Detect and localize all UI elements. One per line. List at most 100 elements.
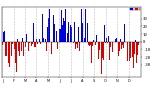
Bar bbox=[86, 27, 87, 42]
Bar bbox=[98, 42, 99, 59]
Bar bbox=[82, 23, 83, 42]
Bar bbox=[62, 25, 63, 42]
Bar bbox=[85, 9, 86, 42]
Bar bbox=[132, 42, 133, 57]
Bar bbox=[118, 42, 119, 56]
Bar bbox=[129, 42, 130, 61]
Bar bbox=[102, 42, 103, 58]
Bar bbox=[11, 42, 12, 56]
Bar bbox=[65, 9, 66, 42]
Bar bbox=[130, 42, 131, 58]
Bar bbox=[125, 36, 126, 42]
Bar bbox=[30, 42, 31, 74]
Bar bbox=[49, 9, 50, 42]
Bar bbox=[55, 31, 56, 42]
Bar bbox=[74, 22, 75, 42]
Bar bbox=[68, 22, 69, 42]
Bar bbox=[101, 42, 102, 74]
Bar bbox=[54, 24, 55, 42]
Bar bbox=[24, 33, 25, 42]
Bar bbox=[17, 39, 18, 42]
Bar bbox=[124, 24, 125, 42]
Bar bbox=[105, 42, 106, 43]
Bar bbox=[37, 42, 38, 44]
Bar bbox=[76, 42, 77, 44]
Bar bbox=[138, 42, 139, 45]
Bar bbox=[6, 42, 7, 56]
Bar bbox=[81, 9, 82, 42]
Bar bbox=[58, 27, 59, 42]
Bar bbox=[53, 15, 54, 42]
Bar bbox=[52, 29, 53, 42]
Bar bbox=[90, 42, 91, 45]
Bar bbox=[107, 42, 108, 43]
Bar bbox=[12, 42, 13, 44]
Bar bbox=[25, 42, 26, 47]
Bar bbox=[78, 27, 79, 42]
Bar bbox=[4, 31, 5, 42]
Bar bbox=[42, 14, 43, 42]
Bar bbox=[95, 42, 96, 45]
Bar bbox=[32, 42, 33, 44]
Bar bbox=[8, 42, 9, 63]
Bar bbox=[39, 39, 40, 42]
Bar bbox=[84, 38, 85, 42]
Bar bbox=[48, 18, 49, 42]
Bar bbox=[103, 42, 104, 60]
Bar bbox=[121, 42, 122, 49]
Bar bbox=[56, 31, 57, 42]
Bar bbox=[40, 42, 41, 44]
Bar bbox=[109, 42, 110, 60]
Bar bbox=[134, 42, 135, 54]
Bar bbox=[127, 42, 128, 61]
Bar bbox=[43, 38, 44, 42]
Bar bbox=[71, 27, 72, 42]
Bar bbox=[45, 39, 46, 42]
Bar bbox=[31, 42, 32, 46]
Bar bbox=[80, 28, 81, 42]
Bar bbox=[9, 42, 10, 67]
Bar bbox=[77, 42, 78, 48]
Bar bbox=[59, 29, 60, 42]
Bar bbox=[96, 35, 97, 42]
Bar bbox=[131, 42, 132, 48]
Bar bbox=[27, 42, 28, 45]
Bar bbox=[70, 25, 71, 42]
Bar bbox=[5, 42, 6, 56]
Bar bbox=[133, 42, 134, 68]
Bar bbox=[67, 33, 68, 42]
Bar bbox=[104, 25, 105, 42]
Bar bbox=[116, 38, 117, 42]
Bar bbox=[47, 27, 48, 42]
Bar bbox=[115, 39, 116, 42]
Bar bbox=[26, 34, 27, 42]
Bar bbox=[75, 42, 76, 49]
Bar bbox=[23, 42, 24, 56]
Bar bbox=[136, 42, 137, 63]
Bar bbox=[33, 23, 34, 42]
Bar bbox=[19, 42, 20, 56]
Bar bbox=[108, 36, 109, 42]
Bar bbox=[18, 42, 19, 51]
Bar bbox=[28, 42, 29, 52]
Bar bbox=[88, 42, 89, 45]
Bar bbox=[3, 32, 4, 42]
Bar bbox=[123, 42, 124, 48]
Bar bbox=[79, 42, 80, 51]
Bar bbox=[46, 42, 47, 51]
Bar bbox=[137, 42, 138, 55]
Bar bbox=[51, 42, 52, 54]
Bar bbox=[57, 42, 58, 49]
Bar bbox=[22, 38, 23, 42]
Bar bbox=[112, 42, 113, 52]
Bar bbox=[100, 42, 101, 53]
Bar bbox=[73, 42, 74, 43]
Bar bbox=[14, 42, 15, 49]
Bar bbox=[87, 23, 88, 42]
Bar bbox=[29, 42, 30, 44]
Legend: , : , bbox=[130, 8, 140, 10]
Bar bbox=[106, 38, 107, 42]
Bar bbox=[2, 42, 3, 45]
Bar bbox=[99, 42, 100, 50]
Bar bbox=[60, 29, 61, 42]
